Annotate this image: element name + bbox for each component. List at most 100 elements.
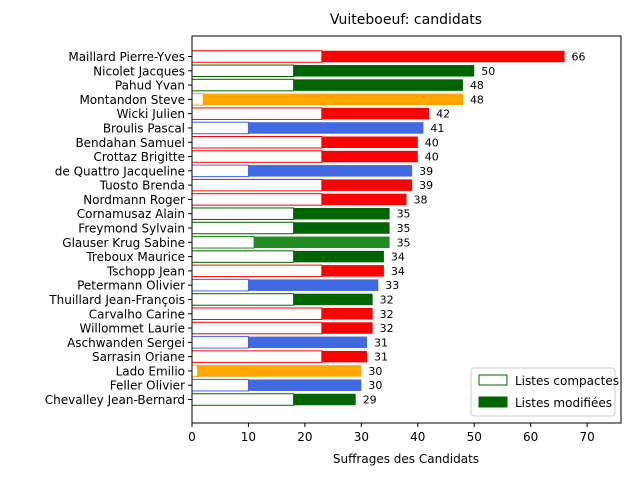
bar-compactes-crottaz-brigitte bbox=[191, 150, 323, 163]
legend-label-modifiees: Listes modifiées bbox=[515, 396, 612, 410]
legend-label-compactes: Listes compactes bbox=[515, 374, 619, 388]
value-labels: 6650484842414040393938353535343433323232… bbox=[363, 51, 586, 407]
bar-modifiees-tuosto-brenda bbox=[321, 179, 413, 191]
bar-modifiees-tschopp-jean bbox=[321, 265, 384, 277]
bar-modifiees-thuillard-jean-fran-ois bbox=[293, 293, 373, 306]
bar-compactes-petermann-olivier bbox=[191, 278, 249, 292]
bar-modifiees-wicki-julien bbox=[321, 107, 430, 120]
bar-modifiees-nordmann-roger bbox=[321, 193, 407, 206]
bar-compactes-cornamusaz-alain bbox=[191, 207, 295, 220]
legend-swatch-outline bbox=[478, 374, 508, 386]
category-label-wicki-julien: Wicki Julien bbox=[117, 107, 185, 121]
category-label-pahud-yvan: Pahud Yvan bbox=[115, 79, 185, 93]
value-label-glauser-krug-sabine: 35 bbox=[397, 236, 411, 249]
x-tick-label-0: 0 bbox=[188, 430, 196, 444]
bar-compactes-chevalley-jean-bernard bbox=[191, 393, 295, 406]
value-label-chevalley-jean-bernard: 29 bbox=[363, 394, 377, 407]
category-label-treboux-maurice: Treboux Maurice bbox=[85, 250, 185, 264]
value-label-nordmann-roger: 38 bbox=[414, 193, 428, 206]
bar-compactes-glauser-krug-sabine bbox=[191, 236, 255, 249]
chart-title: Vuiteboeuf: candidats bbox=[330, 12, 482, 28]
category-label-thuillard-jean-fran-ois: Thuillard Jean-François bbox=[48, 293, 185, 307]
x-axis-label: Suffrages des Candidats bbox=[333, 452, 479, 466]
x-tick-label-60: 60 bbox=[523, 430, 538, 444]
category-label-crottaz-brigitte: Crottaz Brigitte bbox=[93, 150, 185, 164]
value-label-maillard-pierre-yves: 66 bbox=[572, 51, 586, 64]
bar-compactes-tuosto-brenda bbox=[191, 178, 323, 192]
bar-compactes-maillard-pierre-yves bbox=[191, 50, 323, 63]
bar-compactes-sarrasin-oriane bbox=[191, 350, 323, 363]
category-label-cornamusaz-alain: Cornamusaz Alain bbox=[77, 207, 185, 221]
bar-modifiees-feller-olivier bbox=[248, 379, 362, 391]
x-tick-label-20: 20 bbox=[297, 430, 312, 444]
category-label-willommet-laurie: Willommet Laurie bbox=[79, 322, 185, 336]
bar-modifiees-treboux-maurice bbox=[293, 250, 384, 263]
bar-compactes-de-quattro-jacqueline bbox=[191, 164, 249, 178]
x-tick-label-50: 50 bbox=[467, 430, 482, 444]
bar-modifiees-cornamusaz-alain bbox=[293, 207, 390, 220]
value-label-de-quattro-jacqueline: 39 bbox=[419, 165, 433, 178]
bar-modifiees-broulis-pascal bbox=[248, 122, 424, 134]
bar-compactes-nordmann-roger bbox=[191, 193, 323, 206]
category-label-nordmann-roger: Nordmann Roger bbox=[83, 193, 185, 207]
bar-compactes-aschwanden-sergei bbox=[191, 336, 249, 349]
bar-modifiees-bendahan-samuel bbox=[321, 136, 418, 148]
bar-compactes-feller-olivier bbox=[191, 378, 249, 392]
value-label-freymond-sylvain: 35 bbox=[397, 222, 411, 235]
value-label-crottaz-brigitte: 40 bbox=[425, 151, 439, 164]
bar-compactes-bendahan-samuel bbox=[191, 136, 323, 149]
value-label-treboux-maurice: 34 bbox=[391, 251, 405, 264]
value-label-wicki-julien: 42 bbox=[436, 108, 450, 121]
category-label-broulis-pascal: Broulis Pascal bbox=[103, 121, 185, 135]
bar-modifiees-montandon-steve bbox=[203, 93, 463, 106]
bar-compactes-thuillard-jean-fran-ois bbox=[191, 293, 295, 306]
bar-compactes-broulis-pascal bbox=[191, 121, 249, 135]
category-label-lado-emilio: Lado Emilio bbox=[116, 364, 185, 378]
bar-compactes-tschopp-jean bbox=[191, 264, 323, 278]
bar-modifiees-sarrasin-oriane bbox=[321, 350, 367, 363]
bar-modifiees-aschwanden-sergei bbox=[248, 336, 367, 349]
category-label-montandon-steve: Montandon Steve bbox=[79, 93, 185, 107]
category-label-de-quattro-jacqueline: de Quattro Jacqueline bbox=[55, 164, 185, 178]
plot-frame bbox=[191, 35, 622, 424]
bar-modifiees-nicolet-jacques bbox=[293, 65, 475, 77]
value-label-broulis-pascal: 41 bbox=[430, 122, 444, 135]
value-label-carvalho-carine: 32 bbox=[380, 308, 394, 321]
value-label-sarrasin-oriane: 31 bbox=[374, 351, 388, 364]
bar-compactes-willommet-laurie bbox=[191, 321, 323, 335]
legend: Listes compactes Listes modifiées bbox=[470, 367, 619, 417]
bar-compactes-pahud-yvan bbox=[191, 78, 295, 92]
value-label-pahud-yvan: 48 bbox=[470, 79, 484, 92]
bar-compactes-freymond-sylvain bbox=[191, 221, 295, 235]
value-label-tschopp-jean: 34 bbox=[391, 265, 405, 278]
bar-compactes-wicki-julien bbox=[191, 107, 323, 120]
value-label-nicolet-jacques: 50 bbox=[481, 65, 495, 78]
x-tick-label-70: 70 bbox=[579, 430, 594, 444]
bar-modifiees-pahud-yvan bbox=[293, 79, 463, 91]
legend-swatch-filled bbox=[478, 396, 508, 408]
bar-modifiees-crottaz-brigitte bbox=[321, 150, 418, 163]
category-label-carvalho-carine: Carvalho Carine bbox=[89, 307, 185, 321]
x-tick-label-10: 10 bbox=[241, 430, 256, 444]
value-label-tuosto-brenda: 39 bbox=[419, 179, 433, 192]
bar-modifiees-lado-emilio bbox=[197, 365, 362, 377]
category-label-glauser-krug-sabine: Glauser Krug Sabine bbox=[62, 236, 185, 250]
value-label-thuillard-jean-fran-ois: 32 bbox=[380, 293, 394, 306]
x-tick-label-40: 40 bbox=[410, 430, 425, 444]
category-label-tuosto-brenda: Tuosto Brenda bbox=[99, 179, 185, 193]
x-tick-label-30: 30 bbox=[354, 430, 369, 444]
bar-modifiees-glauser-krug-sabine bbox=[254, 236, 390, 249]
x-axis-ticks: 0 10 20 30 40 50 60 70 bbox=[188, 56, 595, 444]
category-label-freymond-sylvain: Freymond Sylvain bbox=[78, 222, 185, 236]
category-label-tschopp-jean: Tschopp Jean bbox=[106, 264, 185, 278]
value-label-petermann-olivier: 33 bbox=[385, 279, 399, 292]
bar-modifiees-willommet-laurie bbox=[321, 322, 373, 334]
value-label-lado-emilio: 30 bbox=[368, 365, 382, 378]
bar-compactes-montandon-steve bbox=[191, 93, 204, 106]
category-label-nicolet-jacques: Nicolet Jacques bbox=[93, 64, 185, 78]
value-label-willommet-laurie: 32 bbox=[380, 322, 394, 335]
value-label-feller-olivier: 30 bbox=[368, 379, 382, 392]
category-label-sarrasin-oriane: Sarrasin Oriane bbox=[92, 350, 185, 364]
value-label-aschwanden-sergei: 31 bbox=[374, 336, 388, 349]
